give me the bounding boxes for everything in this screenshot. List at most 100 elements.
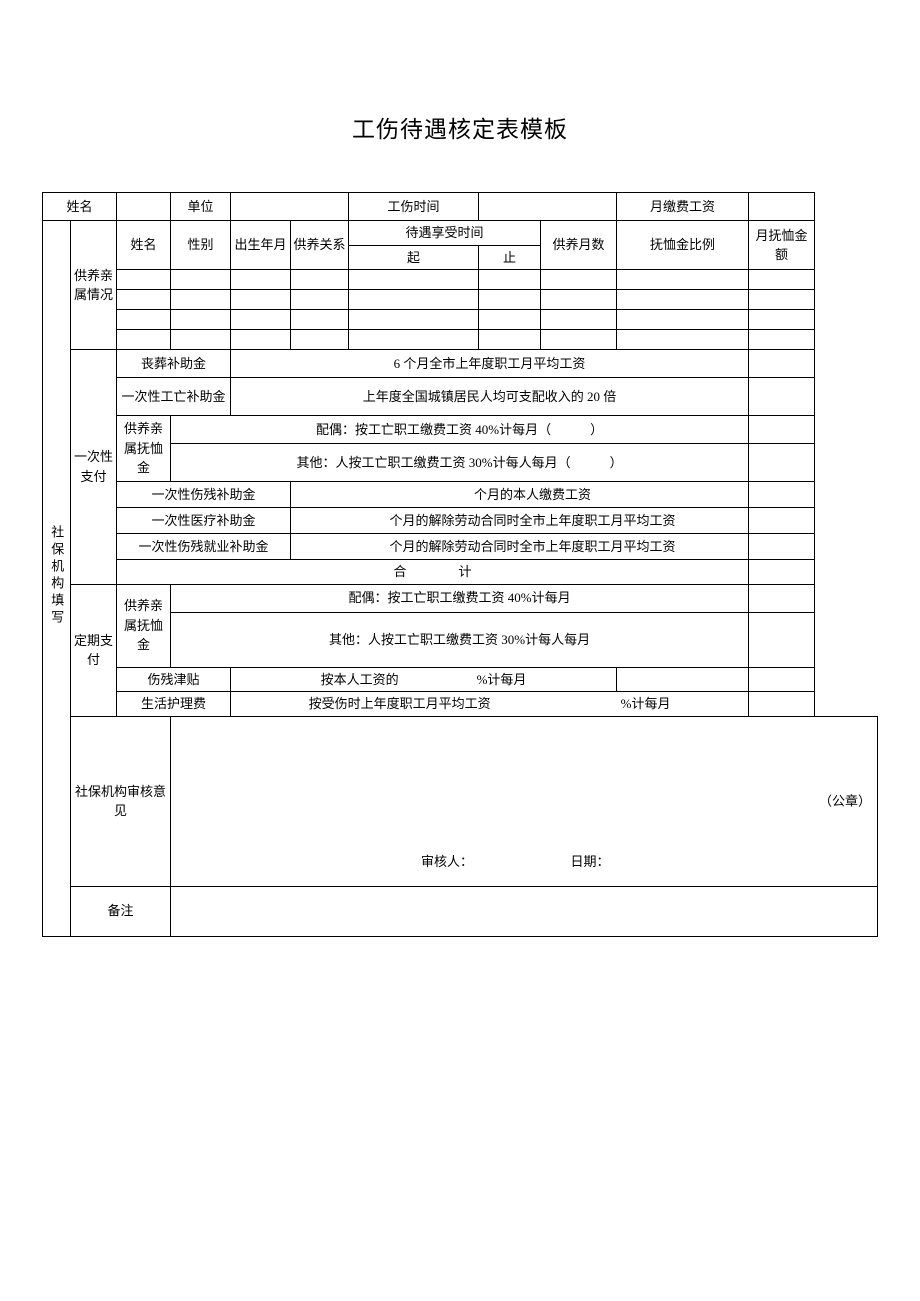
spouse-desc: 配偶：按工亡职工缴费工资 40%计每月（ ） <box>171 416 749 444</box>
dep-cell[interactable] <box>171 290 231 310</box>
dep-section-label: 供养亲属情况 <box>71 221 117 350</box>
dep-cell[interactable] <box>749 270 815 290</box>
nursing-label: 生活护理费 <box>117 692 231 717</box>
employment-desc: 个月的解除劳动合同时全市上年度职工月平均工资 <box>291 534 749 560</box>
funeral-label: 丧葬补助金 <box>117 350 231 378</box>
dep-relation-header: 供养关系 <box>291 221 349 270</box>
spouse-value[interactable] <box>749 416 815 444</box>
dep-cell[interactable] <box>291 270 349 290</box>
dep-cell[interactable] <box>231 330 291 350</box>
injury-time-label: 工伤时间 <box>349 193 479 221</box>
audit-signature-line: 审核人： 日期： <box>181 852 867 872</box>
allowance-value[interactable] <box>617 667 749 692</box>
dep-cell[interactable] <box>541 330 617 350</box>
dep-period-start: 起 <box>349 245 479 270</box>
dep-cell[interactable] <box>479 330 541 350</box>
dep-cell[interactable] <box>171 270 231 290</box>
dep-cell[interactable] <box>171 310 231 330</box>
dep-cell[interactable] <box>749 330 815 350</box>
others-desc: 其他：人按工亡职工缴费工资 30%计每人每月（ ） <box>171 444 749 482</box>
allowance-desc: 按本人工资的 %计每月 <box>231 667 617 692</box>
dep-cell[interactable] <box>541 310 617 330</box>
funeral-desc: 6 个月全市上年度职工月平均工资 <box>231 350 749 378</box>
death-lump-desc: 上年度全国城镇居民人均可支配收入的 20 倍 <box>231 378 749 416</box>
dep-cell[interactable] <box>231 270 291 290</box>
periodic-others-value[interactable] <box>749 612 815 667</box>
dep-cell[interactable] <box>117 330 171 350</box>
dep-cell[interactable] <box>749 310 815 330</box>
dep-cell[interactable] <box>231 290 291 310</box>
dep-cell[interactable] <box>617 290 749 310</box>
periodic-pay-label: 定期支付 <box>71 584 117 716</box>
death-lump-value[interactable] <box>749 378 815 416</box>
dep-cell[interactable] <box>291 330 349 350</box>
monthly-wage-label: 月缴费工资 <box>617 193 749 221</box>
medical-value[interactable] <box>749 508 815 534</box>
dep-cell[interactable] <box>349 330 479 350</box>
periodic-others-desc: 其他：人按工亡职工缴费工资 30%计每人每月 <box>171 612 749 667</box>
medical-label: 一次性医疗补助金 <box>117 508 291 534</box>
form-table: 姓名 单位 工伤时间 月缴费工资 社保机构填写 供养亲属情况 姓名 性别 出生年… <box>42 192 878 937</box>
periodic-spouse-value[interactable] <box>749 584 815 612</box>
dep-cell[interactable] <box>617 330 749 350</box>
dep-monthly-header: 月抚恤金额 <box>749 221 815 270</box>
dep-cell[interactable] <box>479 270 541 290</box>
dep-birth-header: 出生年月 <box>231 221 291 270</box>
dep-gender-header: 性别 <box>171 221 231 270</box>
nursing-value[interactable] <box>749 692 815 717</box>
dep-cell[interactable] <box>117 270 171 290</box>
dep-cell[interactable] <box>617 310 749 330</box>
unit-label: 单位 <box>171 193 231 221</box>
dep-cell[interactable] <box>291 290 349 310</box>
audit-label: 社保机构审核意见 <box>71 716 171 886</box>
disability-value[interactable] <box>749 482 815 508</box>
dep-cell[interactable] <box>231 310 291 330</box>
periodic-spouse-desc: 配偶：按工亡职工缴费工资 40%计每月 <box>171 584 749 612</box>
dep-cell[interactable] <box>349 310 479 330</box>
medical-desc: 个月的解除劳动合同时全市上年度职工月平均工资 <box>291 508 749 534</box>
total-value[interactable] <box>749 560 815 585</box>
remark-content[interactable] <box>171 886 878 936</box>
dep-cell[interactable] <box>349 290 479 310</box>
periodic-dep-pension-label: 供养亲属抚恤金 <box>117 584 171 667</box>
allowance-value2[interactable] <box>749 667 815 692</box>
employment-value[interactable] <box>749 534 815 560</box>
dep-cell[interactable] <box>617 270 749 290</box>
dep-cell[interactable] <box>479 310 541 330</box>
death-lump-label: 一次性工亡补助金 <box>117 378 231 416</box>
dep-cell[interactable] <box>171 330 231 350</box>
injury-time-value[interactable] <box>479 193 617 221</box>
unit-value[interactable] <box>231 193 349 221</box>
monthly-wage-value[interactable] <box>749 193 815 221</box>
dep-cell[interactable] <box>749 290 815 310</box>
ss-fill-label: 社保机构填写 <box>43 221 71 937</box>
dep-cell[interactable] <box>349 270 479 290</box>
name-value[interactable] <box>117 193 171 221</box>
seal-label: （公章） <box>819 791 871 811</box>
dep-cell[interactable] <box>541 290 617 310</box>
nursing-desc: 按受伤时上年度职工月平均工资 %计每月 <box>231 692 749 717</box>
total-label: 合 计 <box>117 560 749 585</box>
disability-desc: 个月的本人缴费工资 <box>291 482 749 508</box>
dep-cell[interactable] <box>479 290 541 310</box>
employment-label: 一次性伤残就业补助金 <box>117 534 291 560</box>
others-value[interactable] <box>749 444 815 482</box>
dep-cell[interactable] <box>117 310 171 330</box>
dep-cell[interactable] <box>291 310 349 330</box>
dep-period-end: 止 <box>479 245 541 270</box>
name-label: 姓名 <box>43 193 117 221</box>
dep-ratio-header: 抚恤金比例 <box>617 221 749 270</box>
audit-content[interactable]: （公章） 审核人： 日期： <box>171 716 878 886</box>
allowance-label: 伤残津贴 <box>117 667 231 692</box>
onetime-pay-label: 一次性支付 <box>71 350 117 585</box>
dep-months-header: 供养月数 <box>541 221 617 270</box>
dep-name-header: 姓名 <box>117 221 171 270</box>
dep-period-header: 待遇享受时间 <box>349 221 541 246</box>
dep-cell[interactable] <box>117 290 171 310</box>
funeral-value[interactable] <box>749 350 815 378</box>
page-title: 工伤待遇核定表模板 <box>42 110 878 144</box>
dep-cell[interactable] <box>541 270 617 290</box>
dep-pension-label: 供养亲属抚恤金 <box>117 416 171 482</box>
disability-label: 一次性伤残补助金 <box>117 482 291 508</box>
remark-label: 备注 <box>71 886 171 936</box>
